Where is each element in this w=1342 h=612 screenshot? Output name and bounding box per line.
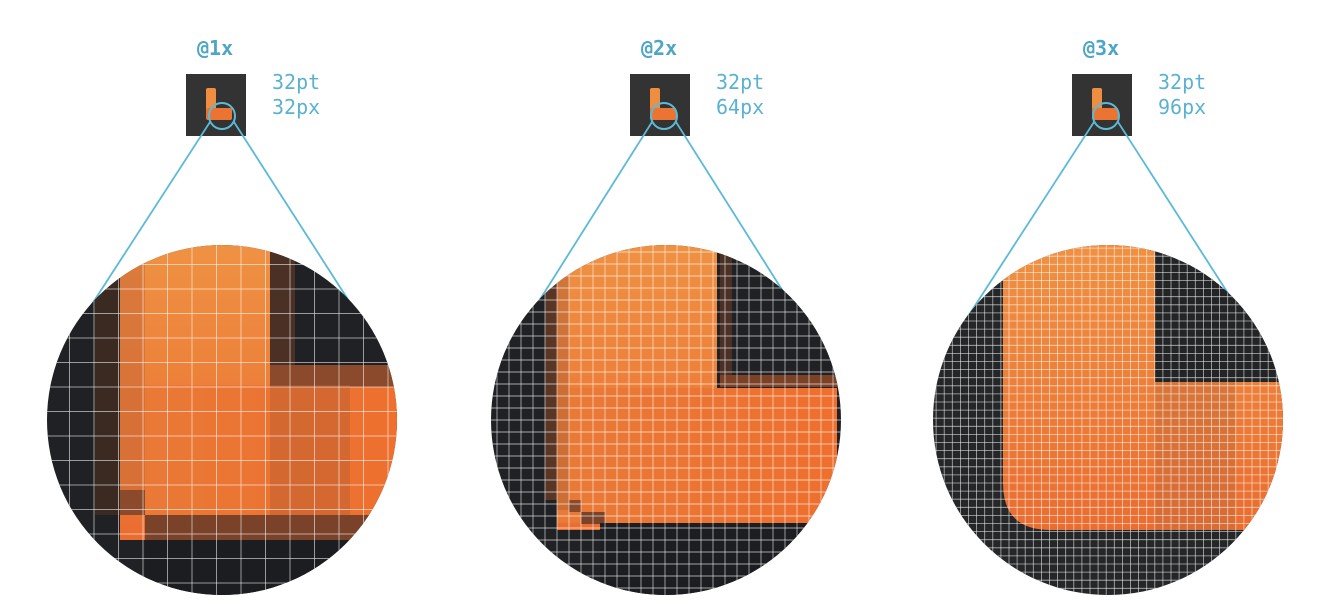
scale-label: @2x <box>641 36 677 60</box>
panel-3x: @3x 32pt 96px <box>933 36 1283 595</box>
pixel-grid <box>47 245 397 595</box>
app-icon <box>630 74 690 136</box>
points-value: 32pt <box>1158 70 1206 94</box>
panel-1x: @1x 32pt 32px <box>47 36 397 595</box>
pixels-value: 64px <box>716 95 764 119</box>
zoom-circle <box>47 245 397 595</box>
points-value: 32pt <box>716 70 764 94</box>
magnifier-lines <box>82 121 357 319</box>
panel-2x: @2x 32pt 64px <box>491 36 841 595</box>
magnifier-lines <box>526 121 799 321</box>
app-icon <box>186 74 246 136</box>
magnifier-lines <box>966 121 1241 319</box>
pixels-value: 96px <box>1158 95 1206 119</box>
scale-label: @1x <box>197 36 233 60</box>
app-icon <box>1072 74 1132 136</box>
zoom-circle <box>491 245 841 595</box>
points-value: 32pt <box>272 70 320 94</box>
zoom-circle <box>933 245 1283 595</box>
scale-label: @3x <box>1083 36 1119 60</box>
pixels-value: 32px <box>272 95 320 119</box>
